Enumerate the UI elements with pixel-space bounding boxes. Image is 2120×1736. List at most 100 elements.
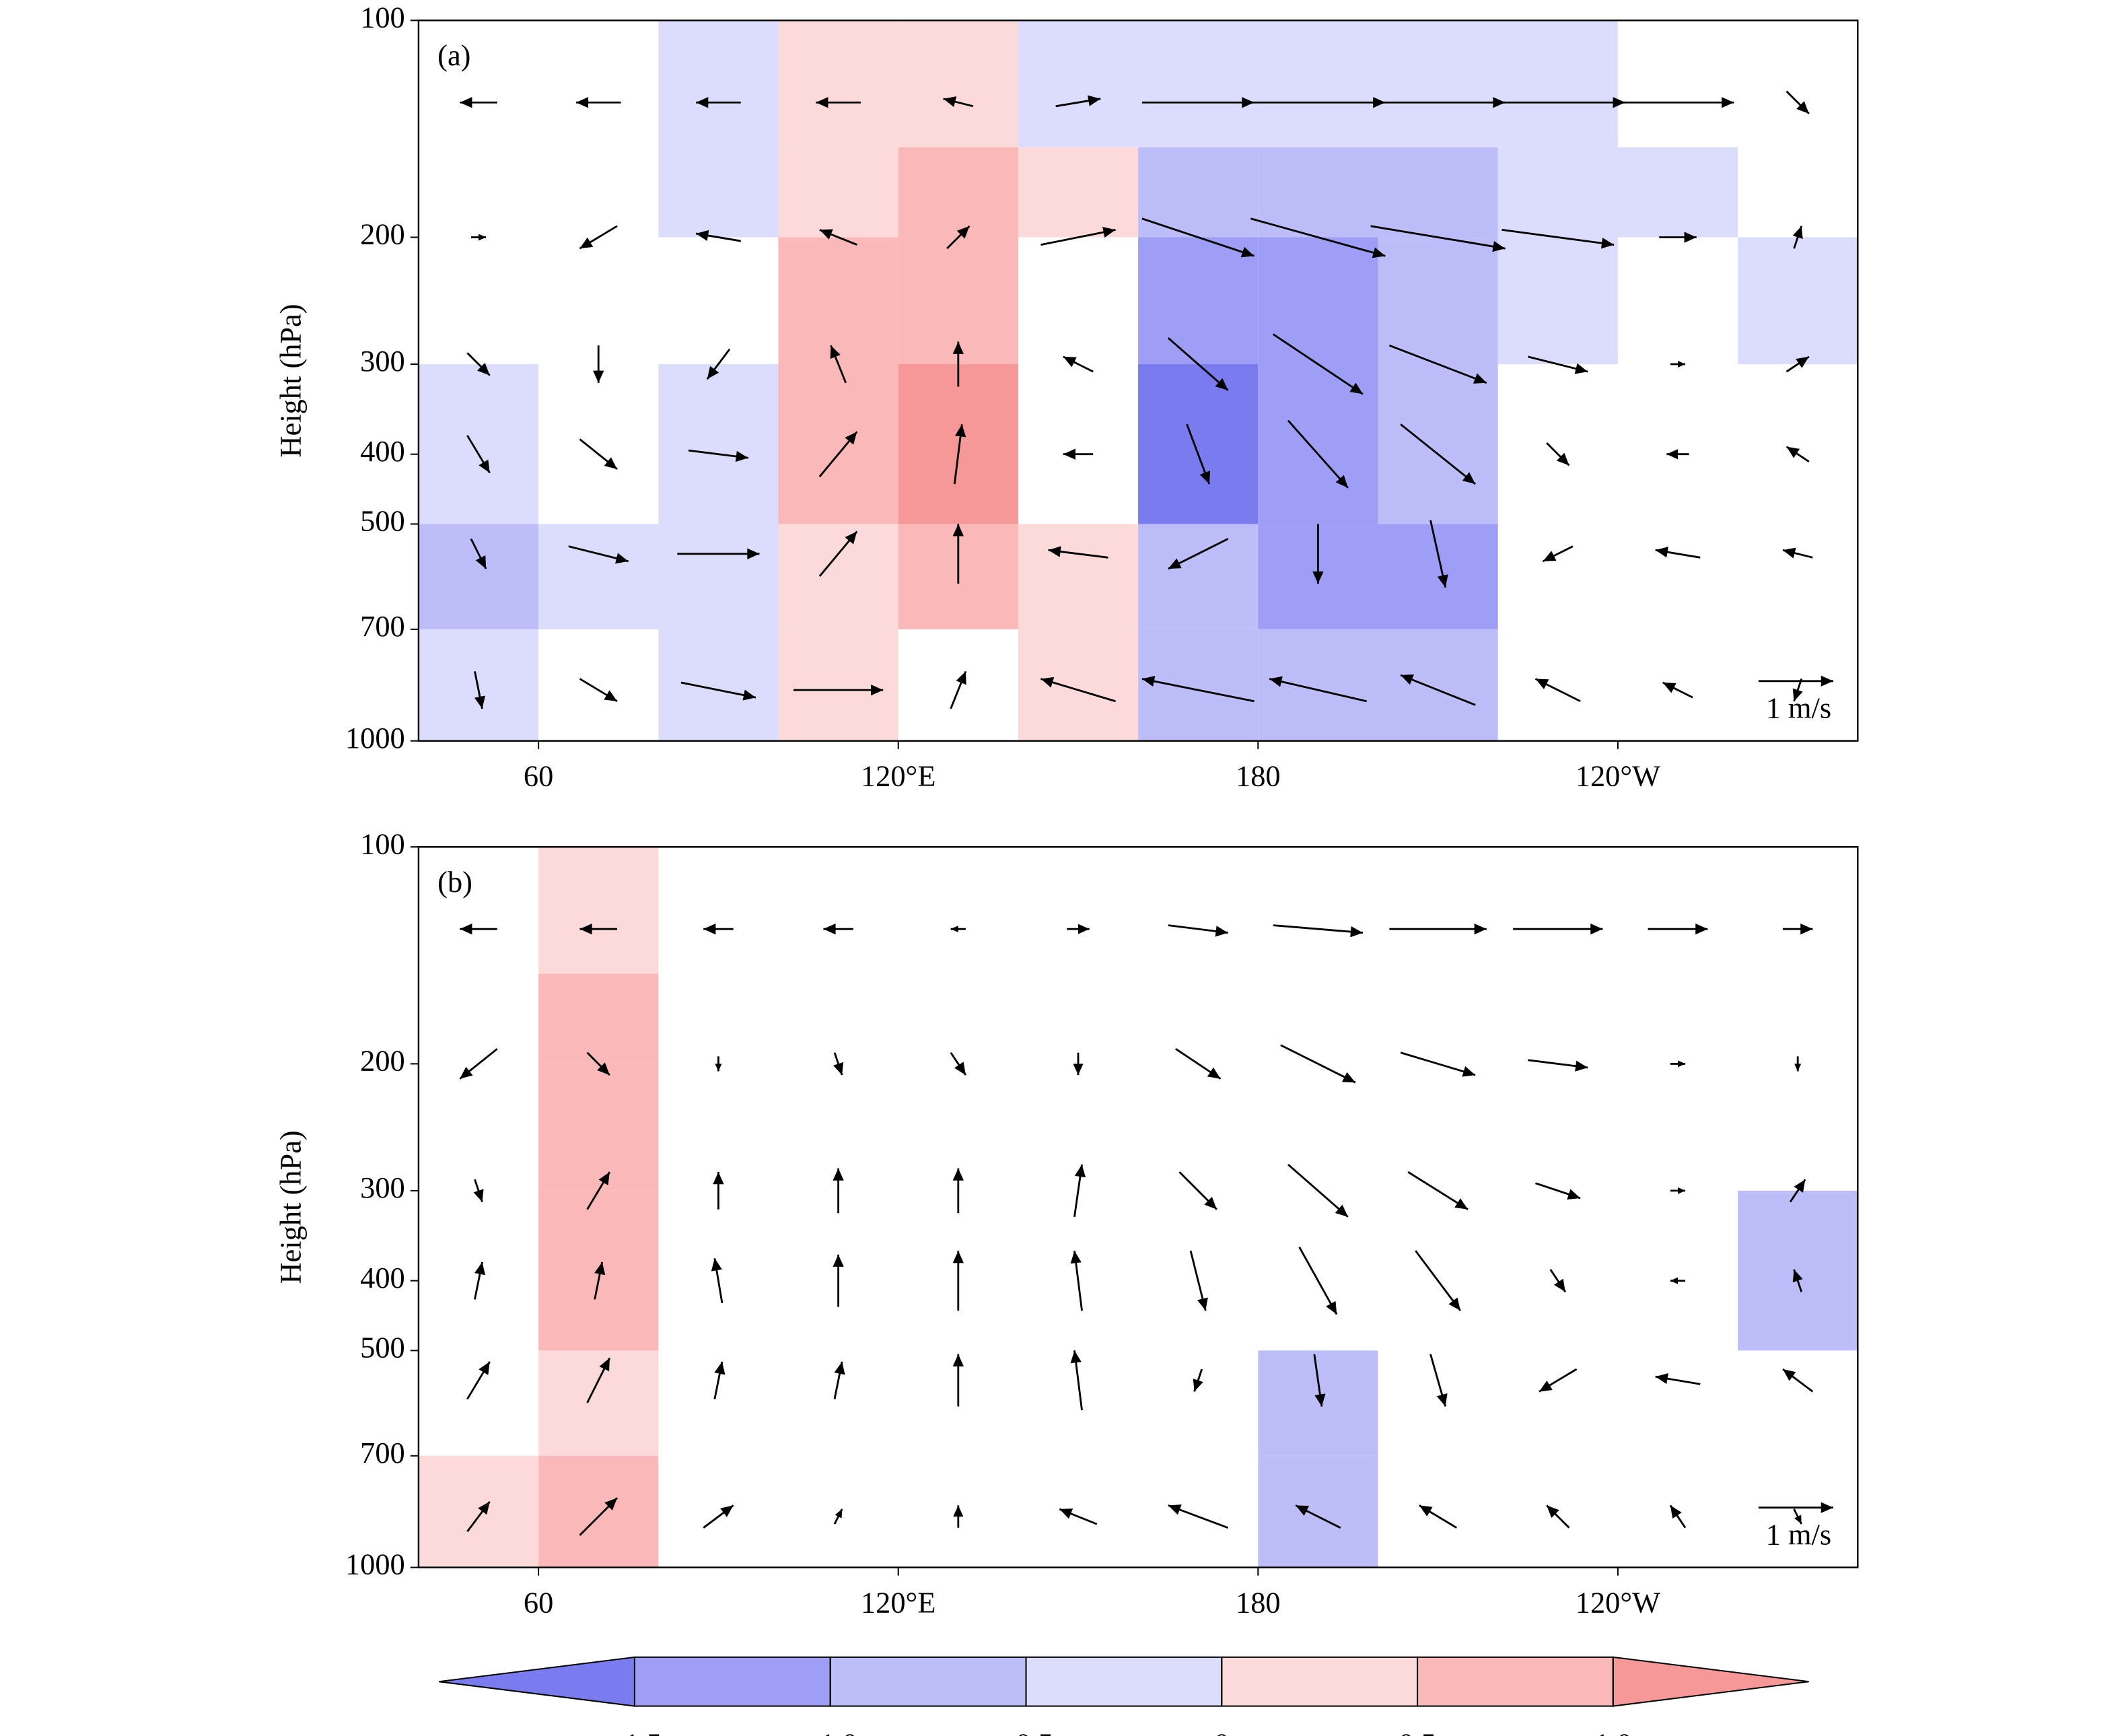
wind-vector xyxy=(460,923,497,935)
y-tick-label: 300 xyxy=(360,1171,405,1204)
vector-shaft xyxy=(680,681,756,699)
shade-cell xyxy=(1378,363,1498,524)
wind-vector xyxy=(474,671,486,709)
wind-vector xyxy=(1670,1187,1686,1194)
wind-vector xyxy=(1389,923,1487,935)
wind-vector xyxy=(793,684,884,696)
shade-cell xyxy=(1138,237,1259,364)
shade-cell xyxy=(778,363,898,524)
y-tick-label: 200 xyxy=(360,217,405,251)
vector-head xyxy=(460,1066,473,1079)
wind-vector xyxy=(1786,90,1810,114)
wind-vector xyxy=(1189,1250,1208,1311)
wind-vector xyxy=(1272,333,1364,395)
shade-cell xyxy=(1497,147,1618,238)
shade-cell xyxy=(778,147,898,238)
colorbar-segment xyxy=(633,1656,831,1707)
panel: 60 120°E 180 120°W 100 200 300 400 500 700 1000 (a)… xyxy=(273,0,1859,792)
vector-head xyxy=(1462,1066,1476,1077)
wind-vector xyxy=(1273,924,1364,938)
shade-cell xyxy=(1018,629,1139,741)
vector-head xyxy=(742,689,756,701)
wind-vector xyxy=(1063,355,1094,373)
vector-head xyxy=(1796,356,1809,368)
wind-vector xyxy=(1415,1250,1462,1311)
vector-head xyxy=(1074,1165,1086,1178)
wind-vector xyxy=(1193,1368,1203,1392)
wind-vector xyxy=(1178,1171,1217,1210)
wind-vector xyxy=(1141,217,1255,258)
shade-cell xyxy=(1258,237,1378,364)
vector-head xyxy=(1193,1379,1203,1392)
shade-cell xyxy=(1738,1190,1858,1351)
shade-cell xyxy=(1258,1350,1378,1456)
vector-head xyxy=(720,1505,734,1517)
vector-head xyxy=(1102,226,1116,238)
wind-vector xyxy=(1666,449,1689,460)
wind-vector xyxy=(1048,546,1108,559)
shade-cell xyxy=(1018,524,1139,629)
shade-cell xyxy=(538,847,659,974)
shade-cell xyxy=(418,363,539,524)
wind-vector xyxy=(470,234,487,241)
shade-cell xyxy=(1378,629,1498,741)
vector-head xyxy=(1350,926,1364,938)
wind-vector xyxy=(1782,1368,1814,1393)
vector-head xyxy=(819,229,833,240)
wind-vector xyxy=(579,1497,618,1536)
wind-vector xyxy=(1490,97,1625,108)
vector-head xyxy=(473,1189,484,1202)
shade-cell xyxy=(1378,147,1498,238)
vector-head xyxy=(696,97,709,108)
vector-head xyxy=(1554,1278,1565,1292)
wind-vector xyxy=(460,97,497,108)
y-tick-label: 300 xyxy=(360,344,405,378)
vector-head xyxy=(1141,676,1156,687)
vector-head xyxy=(953,1505,964,1517)
wind-vector xyxy=(1793,1508,1803,1525)
vector-head xyxy=(1312,571,1324,584)
vector-head xyxy=(1372,247,1386,258)
colorbar-extend-low xyxy=(439,1656,635,1707)
vector-shaft xyxy=(1400,423,1477,485)
shade-cell xyxy=(1378,237,1498,364)
vector-head xyxy=(816,97,828,108)
wind-vector xyxy=(1407,1171,1469,1210)
y-axis-label: Height (hPa) xyxy=(273,304,307,457)
vector-head xyxy=(1539,1380,1553,1392)
wind-vector xyxy=(1535,1182,1581,1200)
wind-vector xyxy=(677,548,760,559)
shade-cell xyxy=(418,1455,539,1568)
colorbar-label: −0.5 xyxy=(999,1727,1053,1736)
wind-vector xyxy=(1648,923,1708,935)
wind-vector xyxy=(1539,1368,1578,1393)
vector-head xyxy=(594,1261,606,1276)
shade-cell xyxy=(418,629,539,741)
vector-head xyxy=(715,1064,722,1072)
vector-head xyxy=(714,1361,726,1375)
vector-head xyxy=(845,531,857,545)
vector-head xyxy=(575,97,589,108)
colorbar-label: −1.5 xyxy=(608,1727,662,1736)
vector-shaft xyxy=(1415,1250,1462,1311)
vector-shaft xyxy=(1141,217,1255,257)
shade-cell xyxy=(898,363,1018,524)
vector-head xyxy=(1575,1060,1588,1072)
vector-head xyxy=(1613,97,1625,108)
wind-vector xyxy=(1250,217,1386,258)
wind-vector xyxy=(1792,225,1803,249)
shade-cell xyxy=(1138,629,1259,741)
vector-head xyxy=(593,370,604,383)
y-tick-label: 1000 xyxy=(345,1548,405,1581)
x-tick-label: 120°W xyxy=(1576,1585,1660,1619)
vector-head xyxy=(954,1062,966,1076)
shade-cell xyxy=(778,524,898,629)
panel: 60 120°E 180 120°W 100 200 300 400 500 700 1000 (b)… xyxy=(273,827,1859,1619)
vector-head xyxy=(871,684,884,696)
wind-vector xyxy=(818,431,858,477)
shade-cell xyxy=(1138,20,1259,147)
panel-label: (b) xyxy=(437,865,472,899)
shade-cell xyxy=(658,147,779,238)
wind-vector xyxy=(466,1500,491,1533)
